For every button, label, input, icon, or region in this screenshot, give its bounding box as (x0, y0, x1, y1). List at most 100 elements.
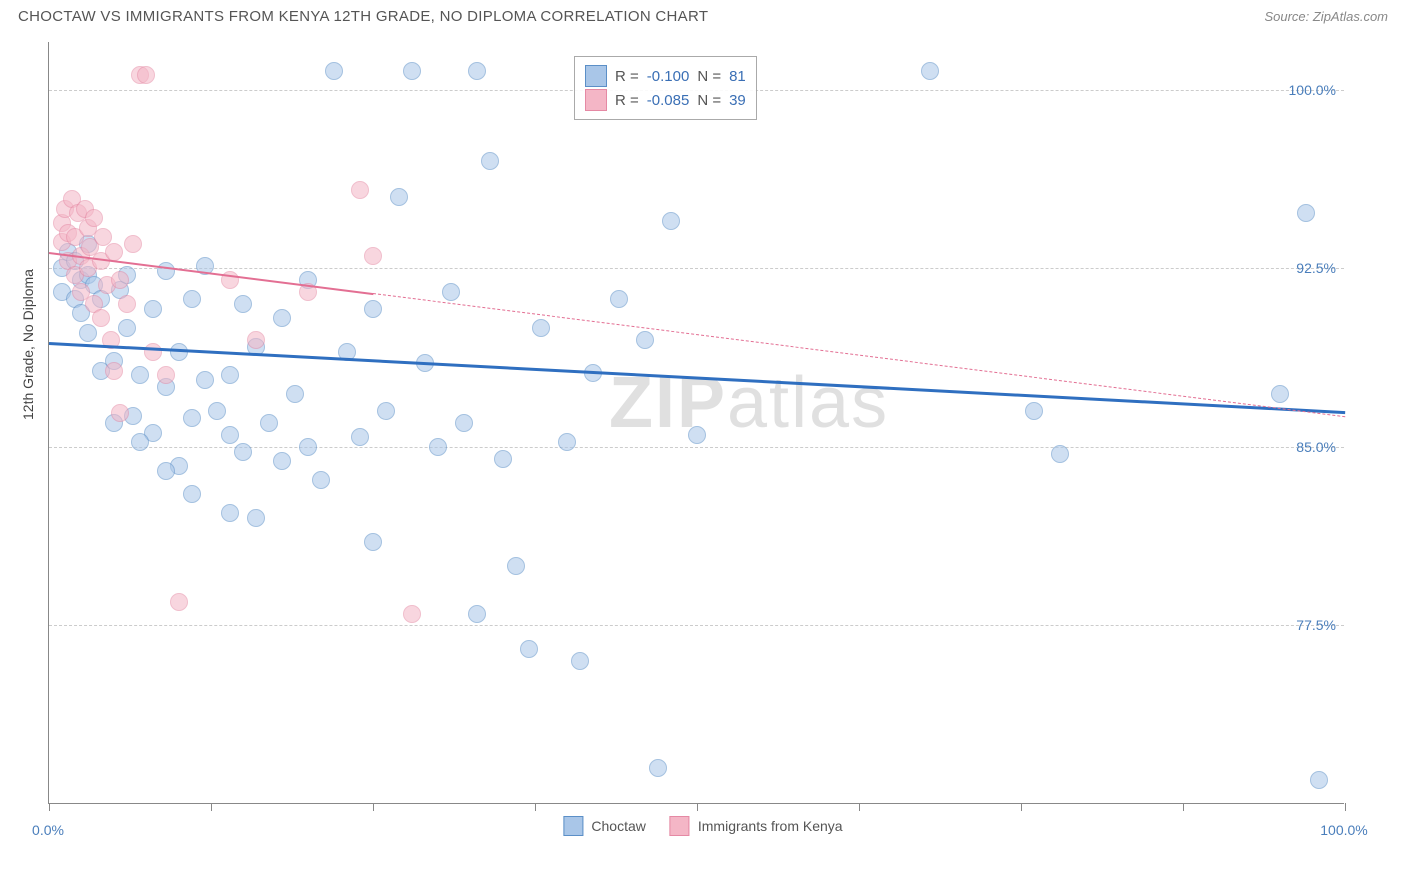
scatter-point (494, 450, 512, 468)
scatter-point (105, 362, 123, 380)
scatter-point (221, 426, 239, 444)
scatter-point (468, 62, 486, 80)
scatter-point (649, 759, 667, 777)
scatter-point (662, 212, 680, 230)
scatter-point (442, 283, 460, 301)
scatter-point (481, 152, 499, 170)
x-tick (535, 803, 536, 811)
x-tick (1183, 803, 1184, 811)
scatter-point (170, 593, 188, 611)
scatter-point (636, 331, 654, 349)
gridline (49, 625, 1344, 626)
scatter-point (468, 605, 486, 623)
x-tick (1345, 803, 1346, 811)
legend-label: Choctaw (591, 818, 645, 834)
scatter-point (351, 428, 369, 446)
scatter-point (364, 533, 382, 551)
scatter-point (137, 66, 155, 84)
scatter-point (273, 309, 291, 327)
scatter-point (111, 404, 129, 422)
scatter-point (286, 385, 304, 403)
scatter-point (610, 290, 628, 308)
legend-swatch (563, 816, 583, 836)
scatter-point (364, 247, 382, 265)
y-tick-label: 77.5% (1296, 617, 1336, 633)
scatter-point (183, 409, 201, 427)
x-tick (697, 803, 698, 811)
scatter-point (144, 343, 162, 361)
x-tick (859, 803, 860, 811)
scatter-point (364, 300, 382, 318)
scatter-point (403, 62, 421, 80)
y-tick-label: 92.5% (1296, 260, 1336, 276)
scatter-point (312, 471, 330, 489)
scatter-point (558, 433, 576, 451)
scatter-point (196, 371, 214, 389)
scatter-point (85, 209, 103, 227)
scatter-point (1051, 445, 1069, 463)
scatter-point (273, 452, 291, 470)
x-tick-label: 0.0% (32, 822, 64, 838)
scatter-point (118, 319, 136, 337)
scatter-point (520, 640, 538, 658)
scatter-point (131, 433, 149, 451)
scatter-point (221, 504, 239, 522)
scatter-point (921, 62, 939, 80)
scatter-point (260, 414, 278, 432)
scatter-point (1297, 204, 1315, 222)
trend-line (49, 342, 1345, 414)
scatter-point (325, 62, 343, 80)
scatter-point (688, 426, 706, 444)
scatter-point (157, 262, 175, 280)
scatter-point (124, 235, 142, 253)
scatter-point (377, 402, 395, 420)
legend-item: Choctaw (563, 816, 645, 836)
scatter-point (157, 462, 175, 480)
scatter-point (183, 290, 201, 308)
legend-row: R = -0.085 N = 39 (585, 89, 746, 111)
scatter-plot: ZIPatlas 77.5%85.0%92.5%100.0% R = -0.10… (48, 42, 1344, 804)
scatter-point (118, 295, 136, 313)
legend-row: R = -0.100 N = 81 (585, 65, 746, 87)
legend-label: Immigrants from Kenya (698, 818, 843, 834)
scatter-point (131, 366, 149, 384)
legend-swatch (585, 65, 607, 87)
scatter-point (247, 509, 265, 527)
y-tick-label: 100.0% (1289, 82, 1336, 98)
scatter-point (532, 319, 550, 337)
series-legend: Choctaw Immigrants from Kenya (563, 816, 842, 836)
scatter-point (1310, 771, 1328, 789)
scatter-point (571, 652, 589, 670)
scatter-point (1271, 385, 1289, 403)
legend-item: Immigrants from Kenya (670, 816, 843, 836)
scatter-point (299, 438, 317, 456)
x-tick-label: 100.0% (1320, 822, 1367, 838)
scatter-point (1025, 402, 1043, 420)
trend-line (373, 293, 1345, 417)
scatter-point (157, 366, 175, 384)
scatter-point (79, 324, 97, 342)
scatter-point (92, 309, 110, 327)
x-tick (211, 803, 212, 811)
y-axis-label: 12th Grade, No Diploma (20, 269, 36, 420)
scatter-point (247, 331, 265, 349)
scatter-point (390, 188, 408, 206)
scatter-point (208, 402, 226, 420)
legend-swatch (670, 816, 690, 836)
x-tick (1021, 803, 1022, 811)
scatter-point (144, 300, 162, 318)
y-tick-label: 85.0% (1296, 439, 1336, 455)
scatter-point (507, 557, 525, 575)
scatter-point (111, 271, 129, 289)
scatter-point (351, 181, 369, 199)
chart-title: CHOCTAW VS IMMIGRANTS FROM KENYA 12TH GR… (18, 8, 708, 25)
x-tick (373, 803, 374, 811)
scatter-point (429, 438, 447, 456)
scatter-point (234, 443, 252, 461)
scatter-point (403, 605, 421, 623)
legend-swatch (585, 89, 607, 111)
scatter-point (455, 414, 473, 432)
scatter-point (234, 295, 252, 313)
scatter-point (183, 485, 201, 503)
scatter-point (105, 243, 123, 261)
